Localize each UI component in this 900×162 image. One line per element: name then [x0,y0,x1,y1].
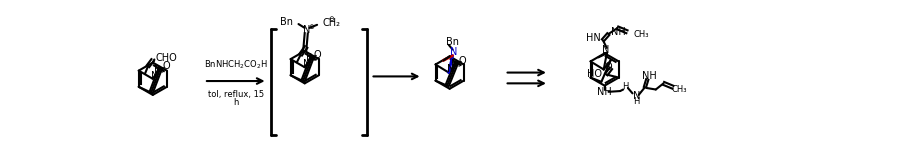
Text: CHO: CHO [155,53,177,63]
Text: NH: NH [611,27,626,37]
Text: HN: HN [586,33,600,43]
Text: Br: Br [306,53,317,63]
Text: N: N [303,25,310,35]
Text: H: H [634,97,640,106]
Text: NH: NH [598,87,612,97]
Text: Br: Br [154,65,165,75]
Text: CH₃: CH₃ [634,30,649,39]
Text: N: N [450,47,458,57]
Text: BnNHCH$_2$CO$_2$H: BnNHCH$_2$CO$_2$H [204,58,267,71]
Text: N: N [633,91,640,101]
Text: Bn: Bn [446,37,459,47]
Text: O: O [314,50,321,60]
Text: O: O [162,61,169,71]
Text: N: N [151,71,158,81]
Text: CH₂: CH₂ [322,17,340,28]
Text: Br: Br [451,59,462,69]
Text: Bn: Bn [280,17,293,27]
Text: H: H [623,82,629,91]
Text: N: N [602,45,609,55]
Text: N: N [447,64,454,75]
Text: CH₃: CH₃ [671,85,687,94]
Text: NH: NH [643,71,657,81]
Text: O: O [458,56,465,66]
Text: N: N [303,59,310,69]
Text: tol, reflux, 15: tol, reflux, 15 [208,90,264,99]
Text: h: h [233,98,238,107]
Text: ⊖: ⊖ [328,16,334,23]
Text: ⊕: ⊕ [308,24,314,30]
Text: O: O [604,62,612,72]
Text: HO: HO [587,69,602,80]
